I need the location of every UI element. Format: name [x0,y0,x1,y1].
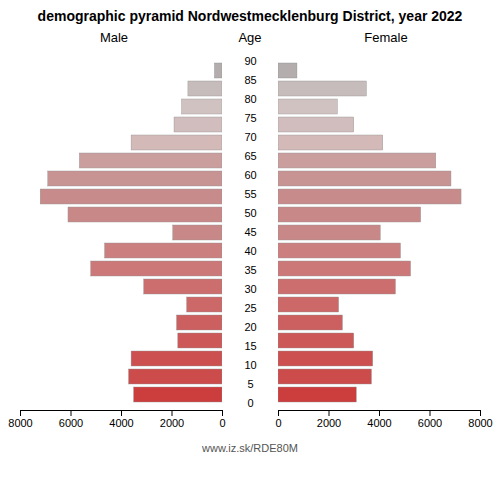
svg-text:25: 25 [244,302,256,314]
html-text:Age: Age [238,30,262,45]
svg-text:35: 35 [244,264,256,276]
svg-text:0: 0 [219,417,225,429]
svg-text:90: 90 [244,55,256,67]
svg-text:2000: 2000 [317,417,341,429]
html-text:www.iz.sk/RDE80M: www.iz.sk/RDE80M [202,442,298,454]
html-text:Male: Male [99,30,129,45]
svg-text:8000: 8000 [468,417,492,429]
svg-text:20: 20 [244,321,256,333]
svg-text:10: 10 [244,359,256,371]
svg-text:6000: 6000 [59,417,83,429]
html-text:Female: Female [364,30,408,45]
svg-text:5: 5 [247,378,253,390]
svg-text:0: 0 [247,397,253,409]
svg-text:40: 40 [244,245,256,257]
html-text:demographic pyramid Nordwestme: demographic pyramid Nordwestmecklenburg … [37,8,463,24]
svg-text:4000: 4000 [367,417,391,429]
svg-text:80: 80 [244,93,256,105]
svg-text:8000: 8000 [8,417,32,429]
svg-text:75: 75 [244,112,256,124]
svg-text:50: 50 [244,207,256,219]
svg-text:6000: 6000 [418,417,442,429]
svg-text:2000: 2000 [160,417,184,429]
svg-text:85: 85 [244,74,256,86]
svg-text:45: 45 [244,226,256,238]
svg-text:65: 65 [244,150,256,162]
svg-text:0: 0 [275,417,281,429]
svg-text:55: 55 [244,188,256,200]
svg-text:70: 70 [244,131,256,143]
svg-text:60: 60 [244,169,256,181]
svg-text:30: 30 [244,283,256,295]
svg-text:4000: 4000 [109,417,133,429]
svg-text:15: 15 [244,340,256,352]
